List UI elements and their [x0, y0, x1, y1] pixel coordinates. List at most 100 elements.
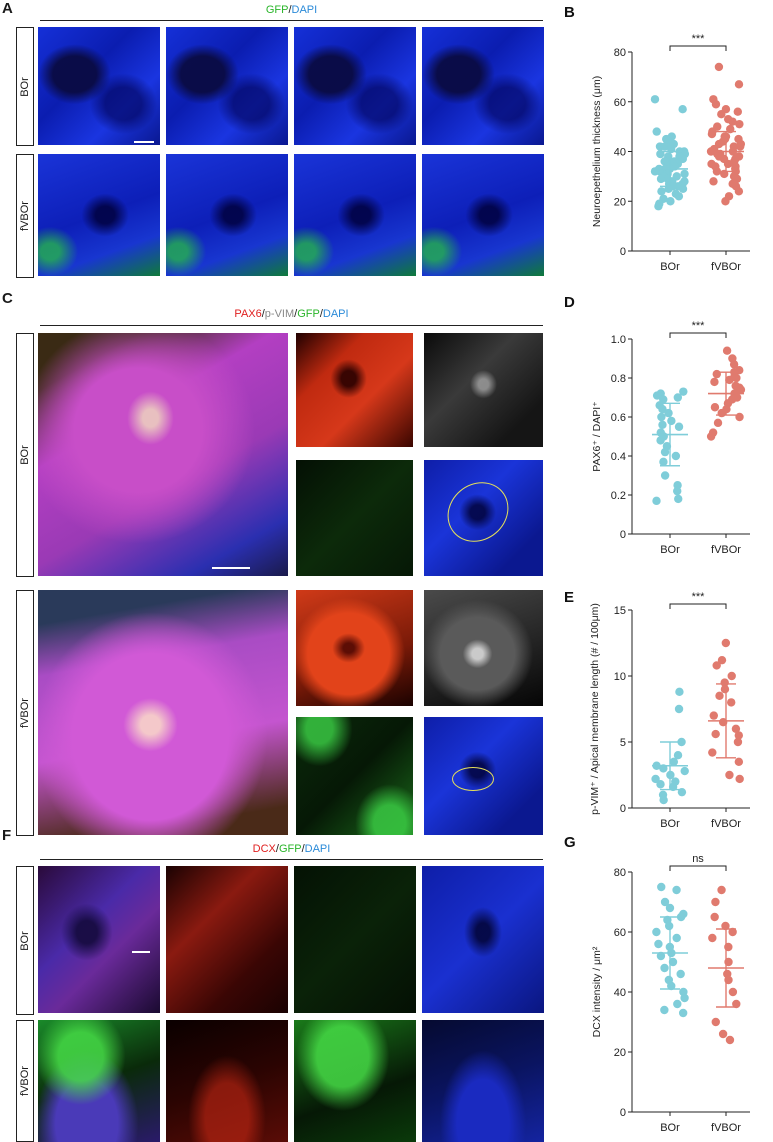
header-dapi: DAPI: [291, 4, 318, 16]
micrograph-f-fvbor-dapi: [422, 1020, 544, 1142]
data-point: [723, 159, 733, 169]
data-point: [676, 912, 686, 922]
data-point: [656, 174, 666, 184]
data-point: [654, 202, 663, 211]
data-point: [711, 729, 720, 739]
data-point: [673, 751, 683, 760]
data-point: [728, 117, 737, 126]
data-point: [734, 80, 744, 89]
y-tick-label: 5: [620, 737, 626, 749]
header-pvim: p-VIM: [264, 308, 295, 320]
chart-d: D 0 0.2 0.4 0.6 0.8 1.0 BOr fVBOr PAX6⁺ / DAPI⁺ **…: [564, 294, 750, 556]
x-tick-label: BOr: [660, 1122, 680, 1134]
y-tick-label: 40: [614, 987, 626, 999]
data-point: [664, 408, 673, 418]
y-tick-label: 10: [614, 671, 626, 683]
data-point: [652, 927, 661, 937]
significance-label: ***: [692, 320, 706, 332]
data-point: [666, 197, 675, 206]
data-point: [709, 177, 718, 186]
panel-c-header: PAX6/p-VIM/GFP/DAPI: [40, 308, 543, 320]
y-tick-label: 20: [614, 196, 626, 208]
significance-bracket: [669, 865, 727, 871]
header-dapi: DAPI: [304, 843, 331, 855]
data-point: [732, 373, 741, 383]
data-point: [710, 403, 720, 412]
data-point: [657, 412, 666, 422]
data-point: [735, 412, 744, 422]
data-point: [721, 921, 730, 931]
data-point: [735, 119, 744, 129]
micrograph-c-fvbor-dapi: [424, 717, 543, 835]
data-point: [672, 885, 681, 895]
y-tick-label: 0: [620, 246, 626, 258]
panel-letter-f: F: [2, 827, 12, 844]
data-point: [652, 496, 661, 506]
data-point: [678, 184, 688, 194]
y-tick-label: 0.8: [611, 373, 626, 385]
data-point: [708, 933, 717, 943]
header-gfp: GFP: [297, 308, 320, 320]
data-point: [727, 698, 736, 707]
data-point: [706, 432, 716, 441]
data-point: [660, 447, 670, 457]
micrograph-a-fvbor-2: [166, 154, 288, 276]
data-point: [734, 731, 744, 740]
data-point: [658, 420, 667, 429]
data-point: [673, 999, 682, 1009]
data-point: [725, 375, 734, 385]
series-bor: [652, 882, 689, 1018]
y-tick-label: 80: [614, 47, 626, 59]
panel-letter-a: A: [2, 0, 13, 17]
micrograph-a-bor-1: [38, 27, 160, 145]
panel-a-row-label-fvbor: fVBOr: [16, 154, 34, 278]
data-point: [712, 661, 721, 670]
data-point: [713, 418, 723, 428]
data-point: [660, 142, 670, 151]
data-point: [657, 882, 666, 892]
panel-f-header: DCX/GFP/DAPI: [40, 843, 543, 855]
data-point: [656, 780, 665, 789]
data-point: [671, 451, 681, 461]
x-tick-label: BOr: [660, 818, 680, 830]
y-tick-label: 80: [614, 867, 626, 879]
header-slash: /: [319, 308, 323, 320]
header-slash: /: [288, 4, 292, 16]
data-point: [734, 757, 744, 766]
data-point: [665, 903, 675, 913]
data-point: [722, 346, 732, 355]
data-point: [732, 999, 741, 1009]
y-tick-label: 0.2: [611, 490, 626, 502]
data-point: [711, 100, 721, 109]
chart-b: B 0 20 40 60 80 BOr fVBOr Neuroepethelium thickn…: [564, 4, 750, 273]
data-point: [717, 109, 726, 119]
panel-c-row-label-fvbor: fVBOr: [16, 590, 34, 836]
y-axis-label: p-VIM⁺ / Apical membrane length (# / 100…: [589, 603, 601, 815]
data-point: [711, 1017, 720, 1027]
data-point: [720, 685, 730, 694]
data-point: [660, 897, 670, 907]
y-tick-label: 0: [620, 803, 626, 815]
micrograph-f-fvbor-dcx: [166, 1020, 288, 1142]
data-point: [659, 795, 668, 805]
data-point: [717, 885, 726, 895]
data-point: [674, 494, 683, 504]
micrograph-f-fvbor-merge: [38, 1020, 160, 1142]
header-slash: /: [294, 308, 298, 320]
data-point: [720, 678, 729, 687]
header-dcx: DCX: [252, 843, 276, 855]
panel-letter-g: G: [564, 834, 576, 851]
significance-label: ***: [692, 591, 706, 603]
data-point: [728, 927, 737, 937]
micrograph-a-fvbor-1: [38, 154, 160, 276]
panel-a-header: GFP/DAPI: [40, 4, 543, 16]
header-slash: /: [301, 843, 305, 855]
x-tick-label: fVBOr: [711, 261, 741, 273]
data-point: [652, 391, 662, 400]
data-point: [725, 1035, 735, 1045]
data-point: [672, 933, 681, 943]
data-point: [678, 105, 687, 114]
data-point: [674, 192, 684, 201]
micrograph-c-fvbor-pvim: [424, 590, 543, 706]
series-fvbor: [708, 638, 744, 784]
